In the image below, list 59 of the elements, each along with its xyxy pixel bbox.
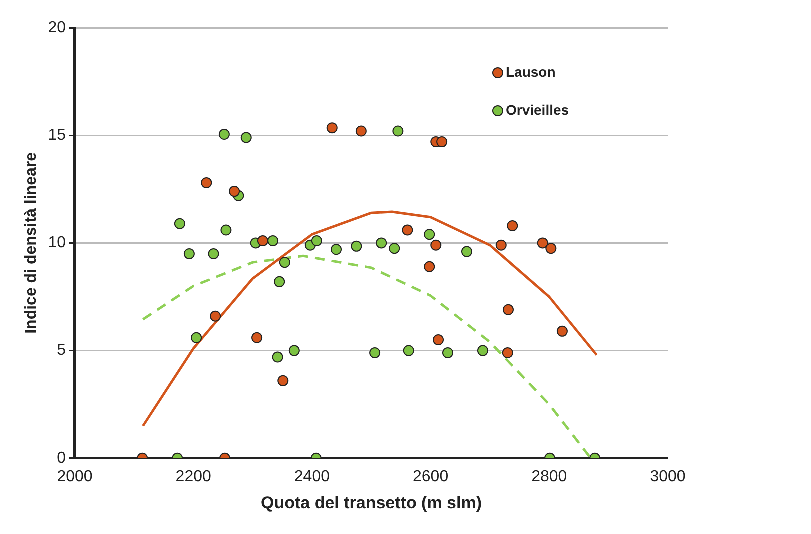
x-tick-label: 2000 bbox=[57, 468, 93, 486]
point bbox=[433, 334, 444, 346]
point bbox=[220, 224, 232, 236]
point bbox=[403, 345, 414, 356]
y-tick-label: 10 bbox=[48, 234, 66, 252]
point bbox=[278, 375, 289, 386]
point bbox=[210, 310, 222, 322]
point bbox=[326, 122, 338, 134]
point bbox=[376, 238, 388, 249]
x-axis-title: Quota del transetto (m slm) bbox=[260, 493, 482, 512]
point bbox=[461, 246, 472, 258]
point bbox=[184, 248, 195, 260]
point bbox=[331, 244, 342, 256]
point bbox=[356, 126, 367, 137]
point bbox=[430, 240, 442, 251]
legend-label: Orvieilles bbox=[506, 102, 570, 118]
point bbox=[257, 236, 268, 247]
point bbox=[191, 332, 202, 344]
point bbox=[442, 347, 454, 358]
point bbox=[208, 248, 220, 260]
point bbox=[370, 347, 381, 358]
y-tick-label: 0 bbox=[57, 450, 66, 467]
point bbox=[288, 345, 300, 356]
point bbox=[229, 186, 240, 198]
x-tick-label: 2400 bbox=[294, 468, 330, 486]
point bbox=[268, 236, 279, 247]
point bbox=[496, 240, 507, 251]
point bbox=[240, 132, 252, 144]
point bbox=[351, 240, 362, 252]
point bbox=[311, 236, 322, 247]
x-tick-label: 2800 bbox=[532, 468, 568, 486]
point bbox=[556, 326, 568, 337]
y-axis-title: Indice di densità lineare bbox=[23, 152, 40, 334]
point bbox=[436, 136, 448, 148]
legend-label: Lauson bbox=[506, 64, 556, 80]
point bbox=[174, 218, 186, 230]
point bbox=[274, 276, 286, 288]
y-tick-label: 15 bbox=[48, 127, 66, 144]
point bbox=[537, 238, 548, 249]
point bbox=[392, 126, 404, 137]
point bbox=[502, 347, 514, 358]
point bbox=[477, 345, 488, 356]
point bbox=[201, 177, 212, 188]
point bbox=[502, 304, 514, 316]
point bbox=[507, 220, 518, 232]
point bbox=[252, 332, 263, 344]
point bbox=[424, 261, 436, 272]
x-tick-label: 2200 bbox=[176, 468, 212, 486]
y-tick-label: 5 bbox=[57, 342, 66, 360]
point bbox=[279, 257, 290, 268]
point bbox=[424, 229, 436, 240]
point bbox=[218, 129, 230, 140]
x-tick-label: 3000 bbox=[650, 468, 686, 486]
y-tick-label: 20 bbox=[48, 19, 66, 36]
x-tick-label: 2600 bbox=[413, 468, 449, 486]
point bbox=[402, 224, 414, 236]
point bbox=[389, 243, 400, 254]
point bbox=[546, 243, 557, 254]
point bbox=[272, 352, 284, 363]
